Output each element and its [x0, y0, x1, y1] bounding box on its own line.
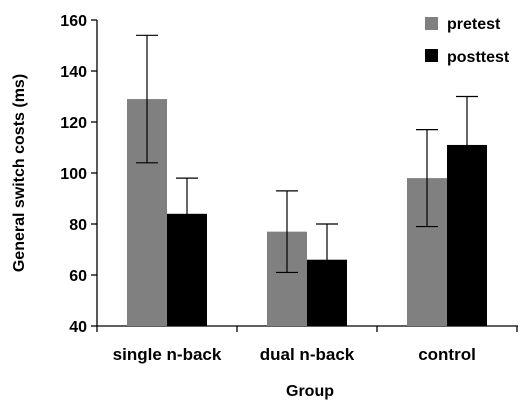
y-tick-label: 100	[60, 166, 87, 183]
y-axis-title: General switch costs (ms)	[11, 74, 28, 272]
x-axis-title: Group	[286, 383, 334, 400]
labels: 40 60 80 100 120 140 160 single n-back dual n-ba…	[60, 13, 476, 364]
y-tick-label: 60	[69, 268, 87, 285]
legend-label-posttest: posttest	[447, 49, 510, 66]
x-category-label: single n-back	[113, 345, 222, 364]
x-category-label: control	[418, 345, 476, 364]
y-tick-label: 160	[60, 13, 87, 30]
legend-swatch-posttest	[425, 49, 438, 62]
y-tick-label: 40	[69, 319, 87, 336]
legend-swatch-pretest	[425, 17, 438, 30]
y-tick-label: 120	[60, 115, 87, 132]
legend: pretest posttest	[425, 16, 510, 66]
legend-label-pretest: pretest	[447, 16, 501, 33]
y-tick-label: 140	[60, 64, 87, 81]
error-bars	[136, 34, 478, 296]
bars	[127, 99, 487, 326]
x-category-label: dual n-back	[260, 345, 355, 364]
y-tick-label: 80	[69, 217, 87, 234]
